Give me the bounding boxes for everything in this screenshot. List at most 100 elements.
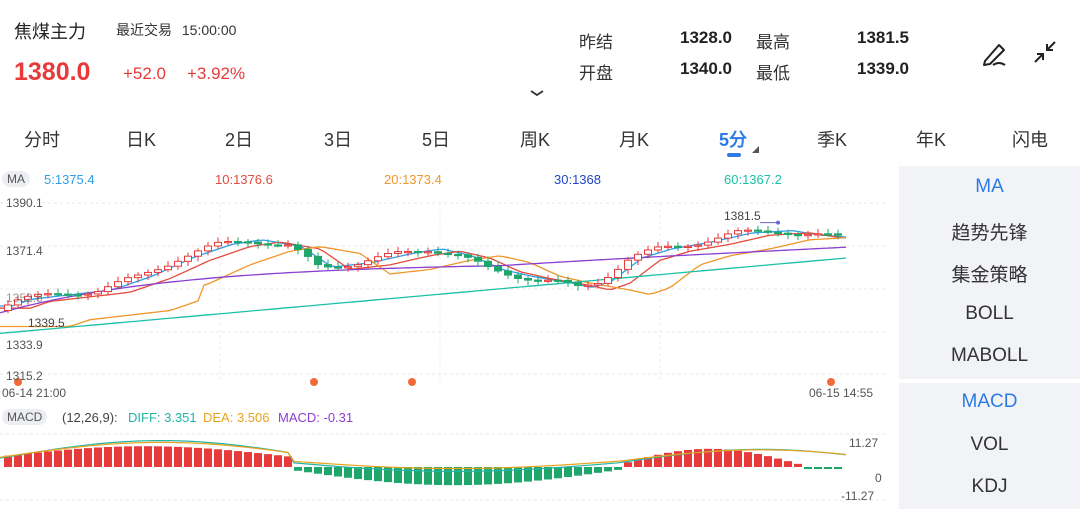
macd-bar [434,467,442,485]
high-marker-dot [776,220,780,225]
macd-bar [14,454,22,467]
candle-body [504,270,512,276]
sidebar-item-macd[interactable]: MACD [961,391,1018,412]
sidebar-item-maboll[interactable]: MABOLL [950,345,1029,366]
tab-day-k[interactable]: 日K [125,130,157,150]
candle-body [344,266,352,269]
macd-bar [274,455,282,467]
tab-month-k[interactable]: 月K [618,130,650,150]
macd-bar [464,467,472,486]
candle-body [694,244,702,247]
price-axis-label: 1315.2 [6,369,43,383]
tab-year-k[interactable]: 年K [915,130,947,150]
macd-bar [4,455,12,467]
recent-trade-label: 最近交易 [116,22,172,38]
macd-bar [724,449,732,467]
candle-body [24,295,32,301]
sidebar-item-trend-pioneer[interactable]: 趋势先锋 [951,223,1028,244]
macd-bar [234,451,242,467]
candle-body [614,268,622,278]
macd-axis-label: 11.27 [849,436,879,450]
macd-indicator-pill[interactable]: MACD [2,409,48,425]
tab-5-min[interactable]: 5分 [718,130,748,150]
sidebar-item-kdj[interactable]: KDJ [971,476,1008,497]
open-value: 1340.0 [680,59,732,78]
macd-dea-line [0,441,847,470]
candle-body [4,304,12,312]
candle-body [84,293,92,296]
macd-bar [574,467,582,476]
candle-body [834,233,842,236]
active-tab-indicator [727,153,741,157]
candle-body [534,279,542,282]
low-label: 最低 [756,64,790,83]
draw-pen-icon[interactable] [979,37,1011,69]
macd-bar [84,448,92,467]
ma-indicator-pill[interactable]: MA [2,171,30,187]
macd-bar [254,453,262,467]
candle-body [304,248,312,257]
tab-3-day[interactable]: 3日 [323,130,353,150]
macd-bar [134,446,142,467]
tab-week-k[interactable]: 周K [519,130,551,150]
candle-body [634,253,642,261]
macd-bar [594,467,602,473]
macd-bar [184,447,192,467]
candle-body [324,264,332,268]
sidebar-item-boll[interactable]: BOLL [965,303,1014,324]
macd-bar [64,449,72,467]
sidebar-item-gold-strategy[interactable]: 集金策略 [951,265,1028,286]
event-marker-dot [310,378,318,386]
tab-2-day[interactable]: 2日 [224,130,254,150]
expand-chevron-icon[interactable] [529,88,545,98]
candle-body [44,293,52,296]
macd-bar [714,448,722,467]
candlestick-chart[interactable] [0,190,890,405]
macd-bar [34,452,42,467]
candle-body [294,244,302,250]
candle-body [244,241,252,244]
macd-bar [524,467,532,482]
candle-body [744,229,752,232]
candle-body [134,274,142,279]
macd-bar [24,453,32,467]
candle-body [34,293,42,297]
macd-bar [604,467,612,472]
candle-body [414,250,422,254]
macd-bar [694,449,702,467]
tab-lightning[interactable]: 闪电 [1012,130,1048,150]
macd-bar [454,467,462,486]
last-trade-info: 最近交易 15:00:00 [116,20,236,40]
candle-body [364,260,372,266]
macd-bar [634,459,642,467]
macd-axis-label: -11.27 [841,489,875,503]
macd-chart[interactable] [0,428,890,506]
candle-body [194,250,202,257]
ma60-line [0,257,847,335]
candle-body [274,244,282,247]
macd-bar [284,456,292,467]
candle-body [124,277,132,283]
candle-body [454,253,462,257]
tab-5-day[interactable]: 5日 [421,130,451,150]
tab-fenshi[interactable]: 分时 [24,130,60,150]
macd-bar [294,467,302,471]
price-axis-label: 1371.4 [6,244,43,258]
candle-body [14,299,22,306]
macd-bar [754,453,762,467]
candle-body [214,241,222,247]
tab-quarter-k[interactable]: 季K [816,130,848,150]
collapse-icon[interactable] [1030,37,1060,67]
sidebar-item-vol[interactable]: VOL [970,434,1009,455]
macd-bar [484,467,492,485]
candle-body [184,255,192,262]
candle-body [94,291,102,295]
dropdown-triangle-icon[interactable] [752,146,759,153]
candle-body [204,245,212,252]
sidebar-item-ma[interactable]: MA [975,176,1004,197]
candle-body [654,246,662,251]
candle-body [64,293,72,296]
macd-bar [304,467,312,473]
macd-bar [404,467,412,484]
macd-bar [54,450,62,467]
